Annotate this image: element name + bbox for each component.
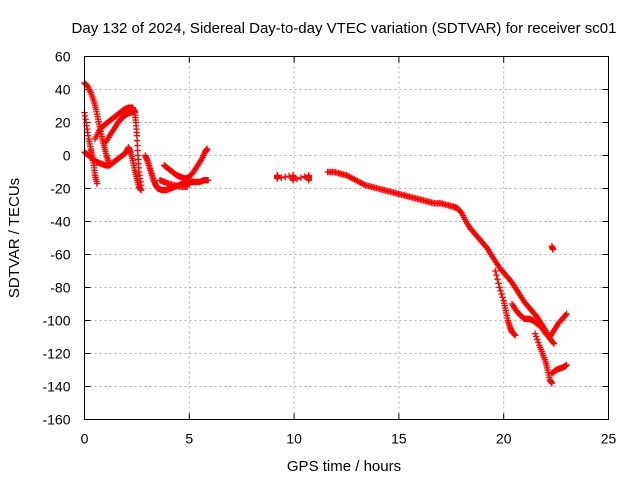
x-tick-label: 5 xyxy=(185,431,193,447)
data-point xyxy=(495,280,502,287)
data-point xyxy=(492,267,499,275)
series-arc-4 xyxy=(91,104,145,189)
data-point xyxy=(497,287,504,294)
series-arc-21h xyxy=(508,300,570,341)
data-point xyxy=(137,182,145,189)
y-tick-label: -60 xyxy=(50,247,70,263)
data-point xyxy=(278,174,285,181)
series-arc-22h xyxy=(531,330,556,387)
data-point xyxy=(203,145,211,153)
series-arc-22.4h xyxy=(548,361,570,377)
x-axis-label: GPS time / hours xyxy=(287,458,401,475)
data-point xyxy=(305,177,312,184)
y-tick-label: 60 xyxy=(55,49,71,65)
data-points xyxy=(81,79,570,387)
series-arc-3 xyxy=(81,144,145,194)
axis-ticks: 0 5 10 15 20 25 -160 -140 -120 -100 -80 -60 -40 -20 0 2… xyxy=(42,49,616,447)
data-point xyxy=(289,177,297,184)
y-tick-label: 0 xyxy=(63,148,71,164)
series-arc-20h xyxy=(492,267,519,339)
x-tick-label: 10 xyxy=(286,431,302,447)
y-tick-label: -100 xyxy=(42,313,70,329)
y-tick-label: -20 xyxy=(50,181,70,197)
data-point xyxy=(563,310,570,318)
chart-title: Day 132 of 2024, Sidereal Day-to-day VTE… xyxy=(72,20,617,37)
data-point xyxy=(293,175,301,183)
data-point xyxy=(534,336,541,343)
data-point xyxy=(535,339,542,346)
y-tick-label: -160 xyxy=(42,412,70,428)
data-point xyxy=(494,276,501,283)
grid-lines xyxy=(84,56,609,420)
y-tick-label: 40 xyxy=(55,82,71,98)
data-point xyxy=(184,183,191,191)
y-tick-label: -140 xyxy=(42,379,70,395)
series-arc-8 xyxy=(156,177,191,191)
data-point xyxy=(131,107,139,115)
data-point xyxy=(457,208,464,216)
data-point xyxy=(496,284,503,291)
series-points-22.3h xyxy=(548,243,557,253)
y-axis-label: SDTVAR / TECUs xyxy=(6,178,23,298)
data-point xyxy=(550,340,558,347)
y-tick-label: -120 xyxy=(42,346,70,362)
data-point xyxy=(498,290,505,298)
data-point xyxy=(499,294,506,301)
x-tick-label: 0 xyxy=(81,431,89,447)
data-point xyxy=(493,271,500,279)
y-tick-label: -40 xyxy=(50,214,70,230)
data-point xyxy=(548,380,556,387)
data-point xyxy=(512,332,519,339)
data-point xyxy=(274,175,281,182)
data-point xyxy=(93,180,101,187)
series-arc-7 xyxy=(160,145,211,182)
data-point xyxy=(204,177,212,184)
data-point xyxy=(297,174,305,181)
data-point xyxy=(549,339,557,346)
y-tick-label: -80 xyxy=(50,280,70,296)
data-point xyxy=(563,361,570,369)
series-arc-5 xyxy=(102,107,139,146)
data-point xyxy=(281,173,289,181)
data-point xyxy=(532,333,540,340)
plot-frame xyxy=(84,56,609,420)
data-point xyxy=(531,330,539,337)
x-tick-label: 15 xyxy=(391,431,407,447)
y-tick-label: 20 xyxy=(55,115,71,131)
x-tick-label: 20 xyxy=(496,431,512,447)
data-point xyxy=(562,311,569,319)
data-point xyxy=(549,246,557,253)
data-point xyxy=(511,331,518,338)
x-tick-label: 25 xyxy=(601,431,617,447)
series-points-9h xyxy=(274,172,312,184)
